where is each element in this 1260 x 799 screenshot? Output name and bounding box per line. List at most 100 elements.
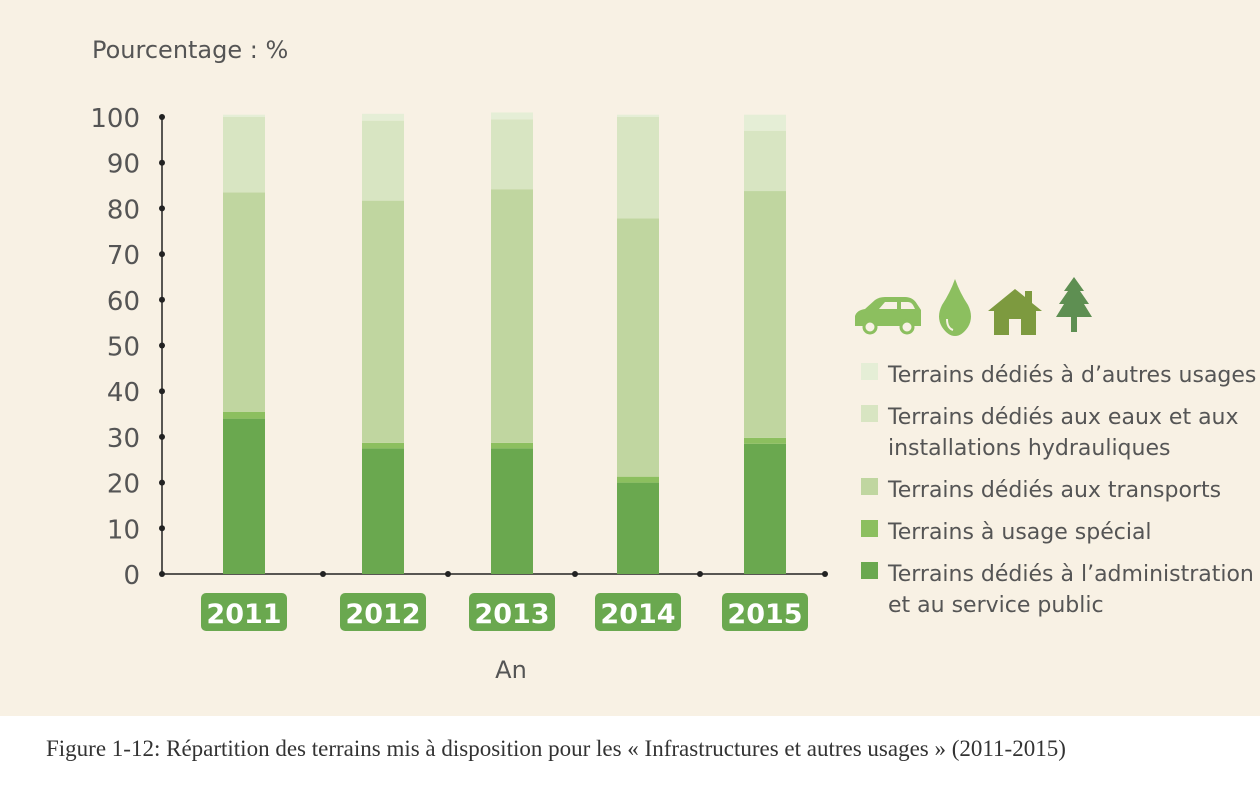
x-tick-dot bbox=[697, 571, 703, 577]
year-badges: 2011 2012 2013 2014 2015 bbox=[201, 593, 808, 631]
year-badge bbox=[340, 593, 426, 631]
y-tick-label: 10 bbox=[107, 515, 140, 545]
stacked-bar-chart: Pourcentage : % An 0 10 20 30 40 50 60 70 80 90 10… bbox=[90, 36, 1256, 684]
bar-segment bbox=[744, 437, 786, 444]
legend-item: Terrains dédiés aux eaux et aux installat… bbox=[861, 405, 1239, 461]
bar-segment bbox=[362, 113, 404, 121]
bar-segment bbox=[362, 442, 404, 449]
x-tick-dot bbox=[572, 571, 578, 577]
y-tick-label: 20 bbox=[107, 470, 140, 500]
bar-segment bbox=[362, 448, 404, 574]
y-tick-label: 40 bbox=[107, 378, 140, 408]
bar-segment bbox=[223, 114, 265, 117]
y-tick-label: 0 bbox=[123, 561, 140, 591]
chart-figure: Pourcentage : % An 0 10 20 30 40 50 60 70 80 90 10… bbox=[0, 0, 1260, 716]
legend-item: Terrains dédiés aux transports bbox=[861, 478, 1221, 503]
legend-swatch bbox=[861, 478, 878, 495]
bar-segment bbox=[744, 130, 786, 192]
bar-segment bbox=[362, 200, 404, 443]
y-axis-title: Pourcentage : % bbox=[92, 36, 288, 64]
bar-segment bbox=[744, 191, 786, 438]
y-tick-label: 80 bbox=[107, 195, 140, 225]
bar-segment bbox=[491, 189, 533, 443]
x-tick-dot bbox=[320, 571, 326, 577]
x-tick-label: 2015 bbox=[727, 599, 802, 630]
bar-segment bbox=[491, 119, 533, 190]
y-tick-label: 50 bbox=[107, 333, 140, 363]
year-badge bbox=[595, 593, 681, 631]
year-badge bbox=[722, 593, 808, 631]
legend-label: Terrains dédiés aux eaux et aux bbox=[887, 405, 1239, 430]
bar-segment bbox=[617, 218, 659, 477]
bar-segment bbox=[491, 448, 533, 574]
year-badge bbox=[201, 593, 287, 631]
legend-label: Terrains dédiés à l’administration bbox=[887, 562, 1254, 587]
bar-segment bbox=[744, 443, 786, 574]
legend: Terrains dédiés à d’autres usages Terrain… bbox=[861, 363, 1256, 618]
y-tick-dot bbox=[159, 251, 165, 258]
bar-stack-2014 bbox=[617, 114, 659, 574]
bar-segment bbox=[744, 114, 786, 131]
bar-segment bbox=[617, 476, 659, 483]
y-tick-dot bbox=[159, 525, 165, 532]
tree-icon bbox=[1056, 277, 1092, 332]
y-tick-label: 70 bbox=[107, 241, 140, 271]
x-axis-title: An bbox=[495, 656, 527, 684]
y-tick-dot bbox=[159, 205, 165, 212]
bars bbox=[223, 112, 786, 574]
bar-segment bbox=[362, 120, 404, 201]
legend-item: Terrains dédiés à d’autres usages bbox=[861, 363, 1256, 388]
bar-segment bbox=[223, 418, 265, 574]
bar-segment bbox=[491, 442, 533, 449]
y-tick-dot bbox=[159, 296, 165, 303]
bar-stack-2015 bbox=[744, 114, 786, 574]
legend-icons bbox=[855, 277, 1092, 336]
car-icon bbox=[855, 297, 921, 335]
bar-segment bbox=[617, 482, 659, 574]
house-icon bbox=[988, 289, 1042, 335]
bar-segment bbox=[223, 117, 265, 193]
y-tick-dot bbox=[159, 388, 165, 395]
y-tick-label: 100 bbox=[90, 104, 140, 134]
legend-label: et au service public bbox=[888, 593, 1104, 618]
bar-stack-2011 bbox=[223, 114, 265, 574]
bar-stack-2012 bbox=[362, 113, 404, 574]
figure-caption: Figure 1-12: Répartition des terrains mi… bbox=[46, 736, 1066, 761]
legend-item: Terrains à usage spécial bbox=[861, 520, 1152, 545]
y-tick-dot bbox=[159, 433, 165, 440]
legend-swatch bbox=[861, 405, 878, 422]
car-window bbox=[879, 302, 897, 309]
bar-segment bbox=[223, 192, 265, 412]
car-wheel-rear bbox=[899, 319, 915, 335]
y-tick-dot bbox=[159, 114, 165, 120]
y-tick-dot bbox=[159, 342, 165, 349]
y-tick-label: 90 bbox=[107, 150, 140, 180]
x-tick-label: 2012 bbox=[345, 599, 420, 630]
bar-segment bbox=[223, 411, 265, 419]
legend-swatch bbox=[861, 363, 878, 380]
y-tick-dot bbox=[159, 571, 165, 577]
y-tick-label: 60 bbox=[107, 287, 140, 317]
bar-segment bbox=[617, 117, 659, 219]
year-badge bbox=[469, 593, 555, 631]
legend-label: Terrains dédiés à d’autres usages bbox=[887, 363, 1256, 388]
y-tick-label: 30 bbox=[107, 424, 140, 454]
x-tick-label: 2014 bbox=[600, 599, 675, 630]
bar-segment bbox=[491, 112, 533, 120]
legend-swatch bbox=[861, 520, 878, 537]
x-tick-label: 2011 bbox=[206, 599, 281, 630]
axes: 0 10 20 30 40 50 60 70 80 90 100 bbox=[90, 104, 828, 591]
x-tick-dot bbox=[822, 571, 828, 577]
x-tick-label: 2013 bbox=[474, 599, 549, 630]
legend-label: installations hydrauliques bbox=[888, 436, 1170, 461]
legend-label: Terrains à usage spécial bbox=[887, 520, 1152, 545]
water-drop-icon bbox=[939, 279, 971, 336]
y-tick-dot bbox=[159, 479, 165, 486]
x-tick-dot bbox=[445, 571, 451, 577]
legend-label: Terrains dédiés aux transports bbox=[887, 478, 1221, 503]
legend-swatch bbox=[861, 562, 878, 579]
y-tick-dot bbox=[159, 159, 165, 166]
bar-segment bbox=[617, 114, 659, 117]
bar-stack-2013 bbox=[491, 112, 533, 574]
legend-item: Terrains dédiés à l’administration et au … bbox=[861, 562, 1254, 618]
